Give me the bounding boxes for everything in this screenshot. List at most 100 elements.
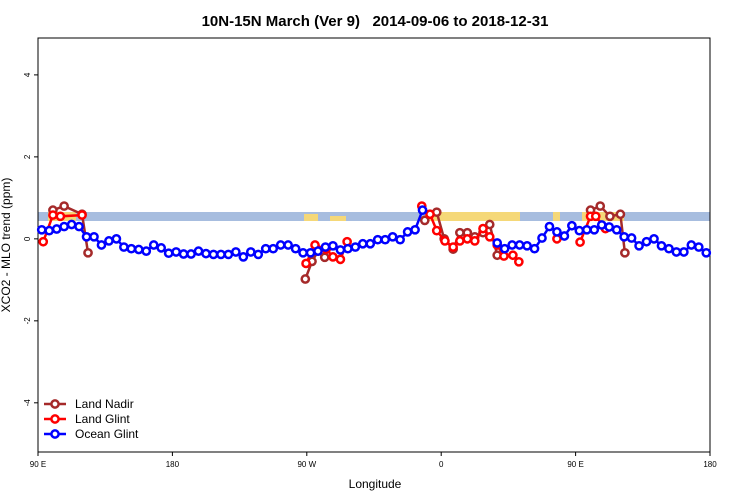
x-tick-label: 90 E [567, 460, 583, 469]
point [44, 225, 55, 236]
point [126, 243, 137, 254]
point [350, 242, 361, 252]
point [313, 246, 323, 256]
point [507, 240, 517, 250]
point [626, 233, 637, 243]
point [589, 224, 600, 235]
point [216, 249, 226, 260]
point [387, 231, 398, 242]
point [305, 247, 316, 258]
point [425, 209, 435, 220]
point [83, 247, 93, 258]
point [664, 243, 674, 254]
point [163, 248, 174, 259]
legend-label: Land Glint [75, 412, 130, 426]
legend-marker [50, 429, 60, 439]
point [51, 224, 62, 234]
point [96, 240, 107, 250]
point [552, 227, 562, 237]
y-tick-label: 0 [23, 236, 32, 241]
point [402, 227, 413, 237]
point [81, 231, 92, 242]
point [300, 274, 311, 284]
point [328, 252, 338, 262]
point [462, 234, 473, 244]
plot-frame [37, 37, 711, 453]
point [499, 243, 510, 254]
point [581, 224, 592, 235]
point [290, 243, 301, 254]
x-tick-label: 90 E [30, 460, 46, 469]
point [508, 250, 518, 261]
point [478, 223, 488, 234]
point [133, 244, 144, 255]
point [469, 236, 480, 246]
point [656, 240, 667, 251]
point [319, 252, 330, 263]
y-tick-label: 4 [23, 72, 32, 77]
point [499, 251, 509, 261]
x-axis-label: Longitude [349, 477, 402, 491]
point [372, 234, 383, 245]
point [104, 236, 114, 246]
point [335, 254, 346, 265]
land-patch [330, 216, 346, 221]
point [178, 249, 189, 259]
point [605, 211, 615, 222]
point [119, 242, 129, 252]
point [253, 249, 264, 260]
point [48, 210, 58, 220]
point [343, 243, 353, 254]
y-tick-label: -2 [23, 317, 32, 325]
point [223, 249, 234, 260]
point [417, 205, 428, 216]
point [514, 256, 524, 267]
point [537, 233, 547, 243]
point [455, 227, 465, 238]
point [620, 247, 630, 258]
point [514, 240, 525, 250]
point [395, 234, 405, 245]
series-line [52, 204, 627, 280]
legend-label: Land Nadir [75, 397, 134, 411]
land-patch [553, 212, 560, 221]
point [171, 247, 181, 257]
point [455, 236, 465, 246]
land-patch [425, 212, 520, 221]
point [693, 242, 704, 252]
point [208, 249, 219, 260]
point [544, 221, 555, 232]
chart-title: 10N-15N March (Ver 9) 2014-09-06 to 2018… [202, 13, 549, 30]
point [89, 231, 99, 242]
legend-label: Ocean Glint [75, 427, 139, 441]
point [522, 240, 532, 251]
point [590, 211, 601, 222]
point [701, 247, 712, 258]
point [574, 225, 585, 236]
point [419, 215, 430, 226]
point [283, 240, 293, 250]
point [268, 243, 279, 254]
point [193, 246, 204, 256]
point [595, 201, 606, 211]
point [77, 210, 87, 220]
point [440, 236, 450, 246]
y-axis-label: XCO2 - MLO trend (ppm) [0, 178, 13, 313]
point [245, 247, 256, 257]
point [634, 240, 644, 251]
point [492, 238, 503, 248]
point [410, 224, 420, 235]
point [567, 220, 577, 231]
point [275, 240, 286, 250]
point [679, 247, 689, 257]
x-tick-label: 180 [703, 460, 717, 469]
point [59, 201, 69, 211]
point [611, 224, 622, 235]
point [328, 240, 338, 251]
point [649, 234, 659, 244]
land-patch [304, 214, 318, 221]
point [301, 258, 311, 269]
point [201, 248, 211, 259]
x-tick-label: 90 W [297, 460, 316, 469]
